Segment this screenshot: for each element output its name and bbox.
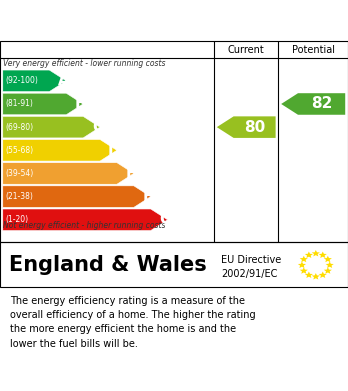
Text: 80: 80 xyxy=(244,120,265,135)
Text: D: D xyxy=(108,143,121,158)
Text: E: E xyxy=(126,166,136,181)
Text: F: F xyxy=(143,189,153,204)
Text: A: A xyxy=(58,74,70,88)
Polygon shape xyxy=(3,70,66,91)
Polygon shape xyxy=(300,256,308,262)
Text: G: G xyxy=(159,212,171,227)
Polygon shape xyxy=(319,251,327,258)
Polygon shape xyxy=(312,250,320,256)
Text: Not energy efficient - higher running costs: Not energy efficient - higher running co… xyxy=(3,221,166,230)
Text: Energy Efficiency Rating: Energy Efficiency Rating xyxy=(9,13,219,28)
Polygon shape xyxy=(217,117,276,138)
Text: (81-91): (81-91) xyxy=(6,99,33,108)
Polygon shape xyxy=(305,251,313,258)
Text: Potential: Potential xyxy=(292,45,335,55)
Text: (55-68): (55-68) xyxy=(6,146,34,155)
Polygon shape xyxy=(300,267,308,274)
Text: Current: Current xyxy=(228,45,264,55)
Text: C: C xyxy=(92,120,103,135)
Polygon shape xyxy=(305,271,313,278)
Polygon shape xyxy=(3,93,83,115)
Polygon shape xyxy=(326,262,334,268)
Text: (69-80): (69-80) xyxy=(6,123,34,132)
Text: EU Directive: EU Directive xyxy=(221,255,281,265)
Text: Very energy efficient - lower running costs: Very energy efficient - lower running co… xyxy=(3,59,166,68)
Polygon shape xyxy=(298,262,306,268)
Text: The energy efficiency rating is a measure of the
overall efficiency of a home. T: The energy efficiency rating is a measur… xyxy=(10,296,256,349)
Text: 2002/91/EC: 2002/91/EC xyxy=(221,269,277,279)
Polygon shape xyxy=(3,163,134,184)
Text: England & Wales: England & Wales xyxy=(9,255,206,275)
Text: (39-54): (39-54) xyxy=(6,169,34,178)
Polygon shape xyxy=(3,140,117,161)
Polygon shape xyxy=(324,256,332,262)
Polygon shape xyxy=(3,186,151,207)
Text: (21-38): (21-38) xyxy=(6,192,33,201)
Text: B: B xyxy=(75,97,86,111)
Polygon shape xyxy=(3,209,167,231)
Polygon shape xyxy=(319,271,327,278)
Text: (92-100): (92-100) xyxy=(6,76,38,85)
Text: 82: 82 xyxy=(311,97,332,111)
Polygon shape xyxy=(3,117,100,138)
Polygon shape xyxy=(281,93,345,115)
Polygon shape xyxy=(324,267,332,274)
Polygon shape xyxy=(312,273,320,280)
Text: (1-20): (1-20) xyxy=(6,215,29,224)
